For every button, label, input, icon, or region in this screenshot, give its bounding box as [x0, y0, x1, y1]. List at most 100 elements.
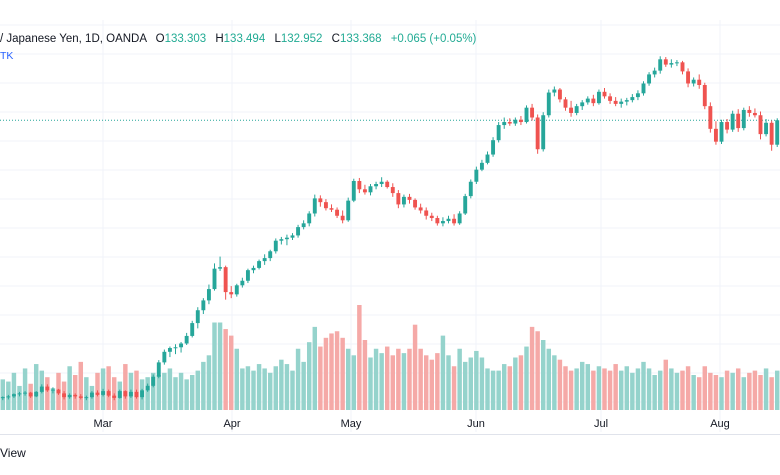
volume-bar	[78, 361, 84, 410]
x-tick-label: Jun	[467, 418, 485, 430]
volume-bar	[462, 361, 468, 410]
volume-bar	[67, 366, 72, 410]
volume-bar	[72, 375, 78, 410]
volume-bar	[501, 364, 507, 410]
candle-body	[307, 213, 312, 224]
volume-bar	[568, 370, 574, 410]
candle-body	[212, 268, 217, 290]
volume-bar	[334, 331, 340, 410]
volume-bar	[357, 305, 362, 410]
candle-body	[730, 113, 735, 130]
candle-body	[34, 391, 39, 397]
volume-bar	[223, 329, 228, 410]
candle-body	[245, 270, 250, 281]
candle-body	[117, 391, 122, 398]
volume-bar	[691, 375, 696, 410]
volume-bar	[0, 379, 6, 410]
volume-bar	[162, 372, 167, 410]
candle-body	[67, 394, 72, 398]
candle-body	[769, 122, 774, 145]
candle-body	[374, 184, 379, 187]
candle-body	[318, 198, 323, 203]
candle-body	[23, 392, 28, 394]
x-axis-ticks: Mar Apr May Jun Jul Aug	[94, 418, 730, 430]
candle-body	[346, 200, 351, 221]
candle-body	[218, 267, 223, 269]
candle-body	[73, 394, 78, 397]
candle-body	[479, 162, 484, 170]
volume-bar	[323, 337, 329, 410]
candle-body	[240, 280, 245, 286]
volume-bar	[217, 322, 223, 410]
candle-body	[647, 74, 652, 84]
candle-body	[385, 181, 390, 188]
candle-body	[752, 112, 757, 116]
candle-body	[251, 267, 256, 271]
volume-bar	[206, 355, 212, 410]
volume-bar	[624, 366, 630, 410]
candle-body	[502, 122, 507, 126]
volume-bar	[423, 355, 429, 410]
volume-bar	[585, 364, 591, 410]
volume-bar	[713, 375, 719, 410]
volume-bar	[540, 340, 546, 410]
candle-body	[474, 169, 479, 182]
candle-body	[708, 106, 713, 129]
volume-bar	[435, 353, 440, 410]
volume-bar	[607, 370, 613, 410]
volume-bar	[552, 355, 557, 410]
candle-body	[518, 119, 523, 123]
x-tick-label: May	[341, 418, 362, 430]
volume-bar	[685, 366, 691, 410]
candle-body	[162, 351, 167, 363]
volume-bar	[490, 370, 496, 410]
candle-body	[585, 98, 590, 103]
volume-bar	[474, 350, 479, 410]
volume-bar	[173, 377, 178, 410]
candle-body	[747, 109, 752, 113]
candle-body	[468, 181, 473, 197]
volume-bar	[368, 357, 373, 410]
candle-body	[184, 335, 189, 344]
candle-body	[741, 109, 746, 129]
volume-bar	[212, 322, 217, 410]
volume-bar	[652, 375, 657, 410]
candle-body	[697, 79, 702, 85]
volume-bar	[719, 377, 724, 410]
candle-body	[702, 85, 707, 107]
volume-bar	[663, 359, 669, 410]
candle-body	[552, 89, 557, 93]
volume-bar	[290, 370, 295, 410]
candle-body	[507, 122, 512, 124]
candle-body	[535, 117, 540, 150]
volume-bar	[674, 372, 680, 410]
volume-bar	[178, 372, 184, 410]
candle-body	[362, 189, 367, 193]
volume-bar	[741, 377, 747, 410]
volume-bar	[396, 348, 401, 410]
volume-bar	[401, 353, 407, 410]
view-label[interactable]: View	[0, 446, 26, 460]
candle-body	[262, 258, 267, 262]
volume-bar	[602, 368, 607, 410]
x-tick-label: Aug	[710, 418, 730, 430]
volume-bar	[390, 355, 396, 410]
candle-body	[435, 218, 440, 224]
volume-bar	[518, 355, 524, 410]
candle-body	[758, 115, 763, 135]
candle-body	[424, 210, 429, 216]
candle-body	[50, 389, 55, 391]
volume-bar	[591, 370, 596, 410]
candle-body	[257, 261, 262, 268]
candle-body	[128, 391, 133, 397]
volume-bar	[33, 364, 39, 410]
volume-bar	[184, 379, 189, 410]
candle-body	[134, 391, 139, 398]
candle-body	[491, 140, 496, 155]
candle-body	[167, 348, 172, 352]
volume-bar	[279, 359, 284, 410]
x-tick-label: Mar	[94, 418, 113, 430]
candle-body	[630, 97, 635, 101]
candle-body	[379, 181, 384, 185]
